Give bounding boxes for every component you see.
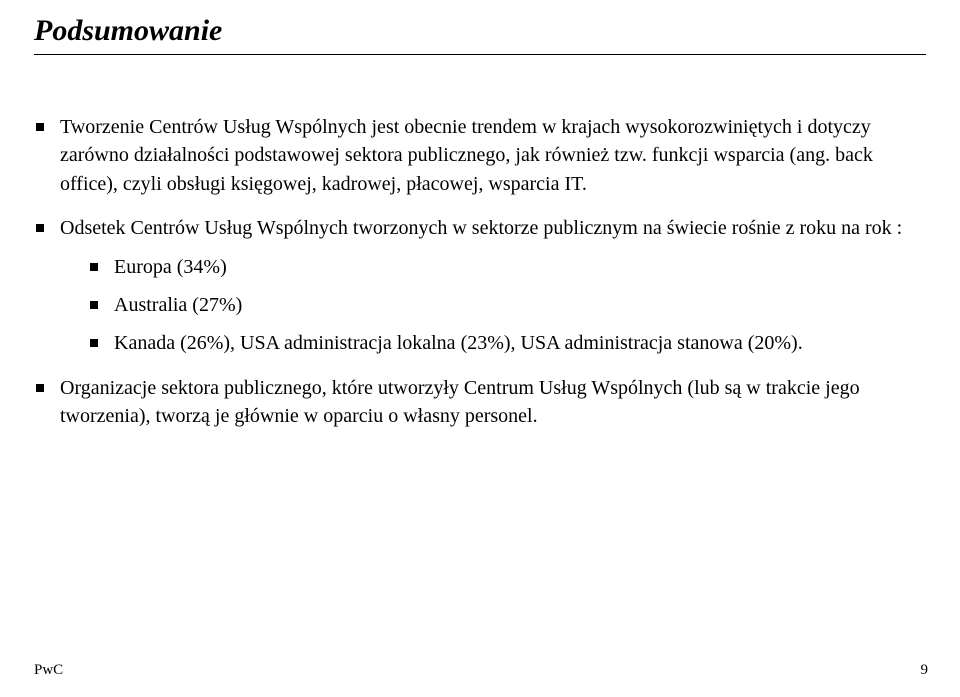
list-item: Tworzenie Centrów Usług Wspólnych jest o… [34,113,926,198]
bullet-text: Odsetek Centrów Usług Wspólnych tworzony… [60,217,902,239]
page-title: Podsumowanie [34,14,926,48]
list-item: Odsetek Centrów Usług Wspólnych tworzony… [34,214,926,358]
footer-page-number: 9 [921,662,929,679]
list-item: Organizacje sektora publicznego, które u… [34,374,926,431]
list-item: Kanada (26%), USA administracja lokalna … [90,329,926,357]
list-item: Europa (34%) [90,253,926,281]
bullet-text: Australia (27%) [114,294,242,316]
bullet-text: Tworzenie Centrów Usług Wspólnych jest o… [60,116,873,195]
sub-bullet-list: Europa (34%) Australia (27%) Kanada (26%… [60,253,926,358]
bullet-list: Tworzenie Centrów Usług Wspólnych jest o… [34,113,926,431]
title-rule [34,54,926,55]
bullet-text: Europa (34%) [114,256,227,278]
list-item: Australia (27%) [90,291,926,319]
bullet-text: Kanada (26%), USA administracja lokalna … [114,332,803,354]
bullet-text: Organizacje sektora publicznego, które u… [60,377,860,427]
slide-page: Podsumowanie Tworzenie Centrów Usług Wsp… [0,0,960,697]
footer-brand: PwC [34,662,63,679]
